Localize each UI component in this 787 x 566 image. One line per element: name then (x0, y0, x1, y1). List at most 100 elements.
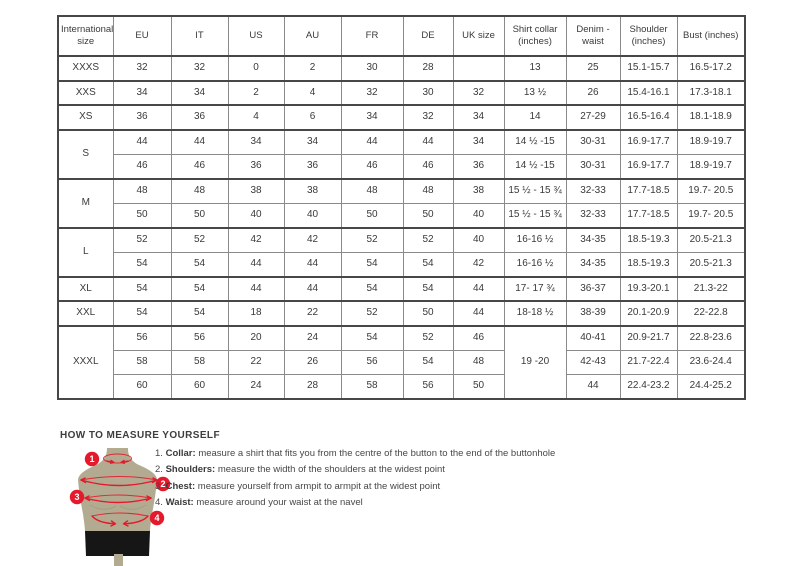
size-value-cell: 17.7-18.5 (619, 177, 678, 204)
table-row: XL 54 54 44 44 54 54 44 17- 17 ¾ 36-37 19.3-20.1 21… (57, 275, 746, 302)
size-value-cell: 36 (452, 153, 505, 179)
size-value-cell: 54 (170, 251, 229, 277)
table-row: XS 36 36 4 6 34 32 34 14 27-29 16.5-16.4 18.1-18.9 (57, 104, 746, 130)
size-value-cell: 42 (227, 226, 285, 253)
size-value-cell: 13 (503, 55, 567, 81)
size-value-cell: 40 (227, 202, 285, 228)
size-value-cell: 58 (340, 374, 404, 400)
size-value-cell: 46 (340, 153, 404, 179)
table-row: L 52 52 42 42 52 52 40 16-16 ½ 34-35 18.5-19.3 20.5… (57, 226, 746, 277)
column-header: Bust (inches) (676, 15, 746, 57)
table-row: 46 46 36 36 46 46 36 14 ½ -15 30-31 16.9-17.7 18.9… (58, 153, 746, 179)
size-value-cell: 60 (170, 374, 229, 400)
column-header: UK size (452, 15, 505, 57)
size-value-cell: 40 (452, 202, 505, 228)
size-value-cell: 15 ½ - 15 ¾ (503, 202, 567, 228)
size-value-cell: 22-22.8 (676, 300, 746, 326)
measure-step-shoulders: 2. Shoulders: measure the width of the s… (155, 465, 555, 475)
size-value-cell: 52 (340, 300, 404, 326)
measure-badge-4: 4 (149, 510, 165, 526)
size-value-cell: 32 (112, 55, 172, 81)
mannequin-illustration: 1 2 3 4 (69, 448, 171, 566)
table-row: 54 54 44 44 54 54 42 16-16 ½ 34-35 18.5-19.3 20.5-… (58, 251, 746, 277)
size-value-cell: 28 (402, 55, 454, 81)
size-value-cell: 22.8-23.6 (676, 324, 746, 351)
size-value-cell: 28 (283, 374, 342, 400)
size-value-cell: 32-33 (565, 177, 621, 204)
mannequin-stand (114, 554, 123, 566)
size-value-cell: 46 (402, 153, 454, 179)
size-value-cell: 38 (227, 177, 285, 204)
step-label: Shoulders: (165, 464, 216, 476)
size-value-cell: 44 (283, 251, 342, 277)
size-value-cell: 48 (402, 177, 454, 204)
size-value-cell: 0 (227, 55, 285, 81)
table-row: 58 58 22 26 56 54 48 42-43 21.7-22.4 23.6-24.4 (58, 349, 746, 375)
size-value-cell: 21.7-22.4 (619, 349, 678, 375)
size-value-cell: 52 (112, 226, 172, 253)
size-value-cell: 34 (452, 128, 505, 155)
size-value-cell: 14 ½ -15 (503, 153, 567, 179)
svg-text:4: 4 (154, 513, 159, 523)
size-value-cell: 56 (170, 324, 229, 351)
size-value-cell: 36 (283, 153, 342, 179)
size-value-cell: 50 (340, 202, 404, 228)
size-value-cell: 44 (112, 128, 172, 155)
size-value-cell: 20.9-21.7 (619, 324, 678, 351)
size-value-cell: 19.7- 20.5 (676, 202, 746, 228)
size-value-cell: 18.5-19.3 (619, 226, 678, 253)
size-label-cell: M (57, 177, 114, 228)
column-header: US (227, 15, 285, 57)
size-value-cell: 44 (452, 275, 505, 302)
size-label-cell: XS (57, 104, 114, 130)
mannequin-shorts (85, 531, 150, 556)
size-value-cell: 54 (402, 349, 454, 375)
size-value-cell: 34 (452, 104, 505, 130)
size-value-cell: 44 (283, 275, 342, 302)
size-value-cell: 34-35 (565, 226, 621, 253)
size-value-cell: 42 (452, 251, 505, 277)
table-header-row: International size EU IT US AU FR DE UK size Shi… (57, 15, 746, 57)
size-value-cell: 56 (402, 374, 454, 400)
column-header: Denim - waist (565, 15, 621, 57)
size-value-cell: 44 (340, 128, 404, 155)
size-value-cell: 30-31 (565, 128, 621, 155)
size-value-cell: 16.5-16.4 (619, 104, 678, 130)
size-value-cell (452, 55, 505, 81)
size-value-cell: 48 (452, 349, 505, 375)
size-value-cell: 17.7-18.5 (619, 202, 678, 228)
size-value-cell: 15 ½ - 15 ¾ (503, 177, 567, 204)
svg-text:1: 1 (89, 454, 94, 464)
size-value-cell: 13 ½ (503, 79, 567, 106)
size-value-cell: 36-37 (565, 275, 621, 302)
step-label: Collar: (165, 448, 196, 459)
column-header: DE (402, 15, 454, 57)
size-value-cell: 17- 17 ¾ (503, 275, 567, 302)
column-header: AU (283, 15, 342, 57)
table-row: XXXL 56 56 20 24 54 52 46 19 -20 40-41 20.9-21.7 22… (57, 324, 746, 400)
size-value-cell: 16.9-17.7 (619, 128, 678, 155)
size-label-cell: S (57, 128, 114, 179)
size-value-cell: 34 (112, 79, 172, 106)
step-label: Waist: (165, 497, 194, 509)
size-label-cell: XL (57, 275, 114, 302)
collar-measure-line (103, 453, 132, 464)
size-value-cell: 46 (452, 324, 505, 351)
size-value-cell: 50 (170, 202, 229, 228)
size-value-cell: 54 (112, 275, 172, 302)
size-value-cell: 16-16 ½ (503, 251, 567, 277)
size-value-cell: 30-31 (565, 153, 621, 179)
size-value-cell: 46 (112, 153, 172, 179)
size-value-cell: 22.4-23.2 (619, 374, 678, 400)
table-row: XXS 34 34 2 4 32 30 32 13 ½ 26 15.4-16.1 17.3-18.1 (57, 79, 746, 106)
size-value-cell: 40-41 (565, 324, 621, 351)
size-value-cell: 4 (283, 79, 342, 106)
column-header: FR (340, 15, 404, 57)
size-value-cell: 34-35 (565, 251, 621, 277)
size-value-cell: 42-43 (565, 349, 621, 375)
step-text: measure around your waist at the navel (196, 497, 363, 509)
size-value-cell: 38 (283, 177, 342, 204)
measure-step-collar: 1. Collar: measure a shirt that fits you… (155, 449, 555, 459)
bust-contour-right (119, 504, 147, 510)
